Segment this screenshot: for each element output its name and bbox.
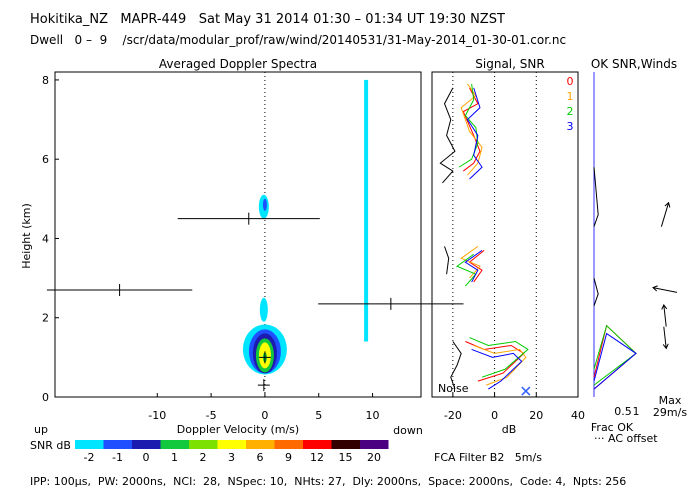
wind-arrow-head (662, 343, 669, 350)
colorbar-swatch (360, 440, 389, 449)
snr-title: Signal, SNR (475, 57, 544, 71)
ok-x-tick-label: 1 (633, 405, 640, 418)
snr-series-line (471, 348, 523, 390)
spectra-x-tick-label: 0 (261, 409, 268, 422)
ok-trace (593, 167, 599, 227)
snr-x-tick-label: 40 (571, 409, 585, 422)
snr-x-tick-label: -20 (444, 409, 462, 422)
colorbar-swatch (246, 440, 275, 449)
colorbar-swatch (132, 440, 161, 449)
snr-series-line (458, 83, 479, 168)
snr-series-line (469, 337, 529, 378)
snr-series-line (439, 87, 456, 184)
colorbar-tick-label: 9 (285, 451, 292, 464)
ok-title: OK SNR,Winds (591, 57, 677, 71)
spectra-x-tick-label: -5 (206, 409, 217, 422)
colorbar-tick-label: -2 (84, 451, 95, 464)
spectra-signal-column (364, 79, 369, 342)
wind-arrow-head (652, 285, 658, 292)
wind-arrow-head (661, 303, 668, 310)
snr-x-tick-label: 20 (529, 409, 543, 422)
spectra-signal-blob (262, 198, 267, 211)
wind-arrow (652, 287, 678, 293)
colorbar-swatch (331, 440, 360, 449)
colorbar-tick-label: 12 (310, 451, 324, 464)
spectra-signal-blob (259, 297, 268, 322)
spectra-y-tick-label: 2 (42, 312, 49, 325)
snr-surface-mark (521, 386, 531, 396)
colorbar-tick-label: 15 (339, 451, 353, 464)
beam-legend-label: 1 (567, 90, 574, 103)
beam-legend-label: 0 (567, 75, 574, 88)
snr-series-line (460, 245, 481, 279)
beam-legend-label: 2 (567, 105, 574, 118)
ok-x-tick-label: 0.5 (614, 405, 632, 418)
ok-fraction-line (593, 324, 637, 386)
snr-x-tick-label: 0 (491, 409, 498, 422)
ac-offset-label: ··· AC offset (594, 432, 658, 445)
colorbar-tick-label: 6 (257, 451, 264, 464)
colorbar-tick-label: 0 (143, 451, 150, 464)
spectra-y-tick-label: 8 (42, 74, 49, 87)
spectra-y-tick-label: 6 (42, 153, 49, 166)
wind-arrow (663, 304, 667, 327)
snr-series-line (466, 87, 483, 180)
ok-fraction-line (593, 332, 637, 390)
colorbar-tick-label: -1 (112, 451, 123, 464)
annotation-down: down (393, 424, 423, 437)
spectra-x-tick-label: 5 (315, 409, 322, 422)
max-value-label: 29m/s (653, 406, 687, 419)
colorbar-tick-label: 1 (171, 451, 178, 464)
wind-arrow (663, 326, 667, 349)
spectra-y-axis-label: Height (km) (20, 203, 33, 269)
colorbar-swatch (160, 440, 189, 449)
annotation-up: up (34, 423, 48, 436)
colorbar-swatch (103, 440, 132, 449)
spectra-x-tick-label: -10 (148, 409, 166, 422)
max-label: Max (659, 394, 682, 407)
snr-series-line (465, 341, 525, 382)
wind-arrow (660, 202, 670, 227)
snr-series-line (464, 249, 483, 283)
ok-x-axis-label: Frac OK (591, 421, 634, 434)
snr-series-line (444, 246, 450, 275)
header-line1: Hokitika_NZ MAPR-449 Sat May 31 2014 01:… (30, 12, 505, 27)
header-line2: Dwell 0 – 9 /scr/data/modular_prof/raw/w… (30, 33, 567, 47)
snr-series-line (456, 253, 477, 287)
colorbar-swatch (303, 440, 332, 449)
spectra-y-tick-label: 4 (42, 232, 49, 245)
colorbar-swatch (75, 440, 104, 449)
colorbar-swatch (189, 440, 218, 449)
colorbar-label: SNR dB (30, 439, 71, 452)
spectra-title: Averaged Doppler Spectra (159, 57, 317, 71)
spectra-frame (54, 71, 422, 398)
beam-legend-label: 3 (567, 120, 574, 133)
snr-series-line (468, 249, 485, 283)
footer-fca: FCA Filter B2 5m/s (434, 451, 542, 464)
spectra-x-tick-label: 10 (366, 409, 380, 422)
noise-label: Noise (438, 382, 469, 395)
colorbar-tick-label: 20 (367, 451, 381, 464)
spectra-x-axis-label: Doppler Velocity (m/s) (177, 423, 299, 436)
colorbar-tick-label: 3 (228, 451, 235, 464)
snr-x-axis-label: dB (502, 423, 517, 436)
spectra-y-tick-label: 0 (42, 391, 49, 404)
footer-params: IPP: 100μs, PW: 2000ns, NCI: 28, NSpec: … (30, 475, 627, 488)
snr-frame (431, 71, 579, 398)
colorbar-swatch (274, 440, 303, 449)
colorbar-tick-label: 2 (200, 451, 207, 464)
snr-series-line (450, 341, 462, 390)
snr-series-line (462, 87, 481, 172)
colorbar-swatch (217, 440, 246, 449)
wind-arrow-head (664, 201, 671, 208)
ok-trace (593, 277, 599, 307)
